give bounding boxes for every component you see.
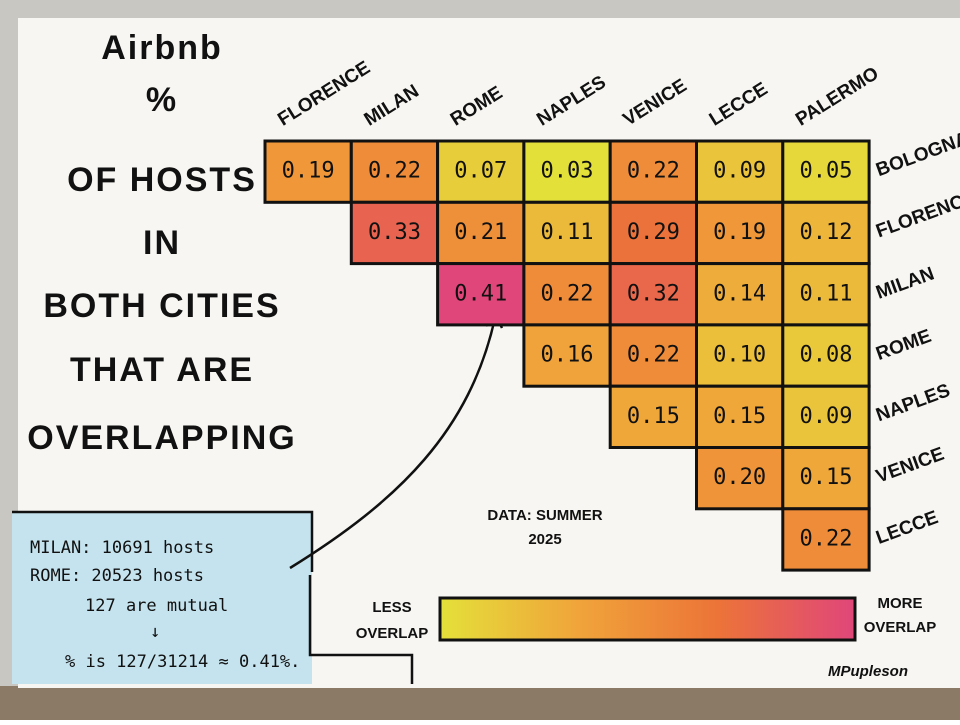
cell-label: 0.19: [713, 220, 766, 245]
legend-high: MORE: [878, 595, 923, 612]
cell-label: 0.22: [368, 159, 421, 184]
cell-label: 0.15: [713, 404, 766, 429]
cell-label: 0.11: [541, 220, 594, 245]
chart-title: OVERLAPPING: [27, 419, 296, 457]
chart-title: THAT ARE: [70, 351, 254, 389]
heatmap-cell: [608, 323, 699, 388]
source-note: 2025: [528, 531, 561, 548]
cell-label: 0.10: [713, 343, 766, 368]
table: [0, 686, 960, 720]
annotation: MILAN: 10691 hosts: [30, 538, 214, 558]
heatmap-cell: [263, 139, 353, 204]
cell-label: 0.22: [627, 343, 680, 368]
cell-label: 0.09: [713, 159, 766, 184]
cell-label: 0.14: [713, 281, 766, 306]
arrow: [289, 317, 497, 570]
signature: MPupleson: [828, 663, 908, 680]
cell-label: 0.12: [799, 220, 852, 245]
cell-label: 0.22: [541, 281, 594, 306]
chart-body: Airbnb% OF HOSTS IN BOTH CITIES THAT ARE OVER…: [27, 29, 960, 680]
annotation-frame: [12, 510, 414, 684]
cell-label: 0.08: [799, 343, 852, 368]
cell-label: 0.15: [799, 465, 852, 490]
chart-title: Airbnb: [101, 29, 223, 67]
heatmap-cell: [436, 262, 526, 327]
cell-label: 0.05: [799, 159, 852, 184]
legend-low: OVERLAP: [356, 625, 429, 642]
chart-title: IN: [143, 224, 181, 262]
heatmap-cell: [781, 139, 871, 204]
heatmap-cell: [781, 446, 871, 511]
annotation-box: [12, 512, 312, 684]
cell-label: 0.11: [799, 281, 852, 306]
heatmap-cell: [781, 384, 871, 450]
annotation: ↓: [150, 622, 160, 642]
annotation: 127 are mutual: [85, 596, 228, 616]
annotation: ROME: 20523 hosts: [30, 566, 204, 586]
heatmap-cell: [781, 507, 871, 572]
heatmap-cell: [781, 262, 871, 327]
cell-label: 0.15: [627, 404, 680, 429]
cell-label: 0.21: [454, 220, 507, 245]
annotation: % is 127/31214 ≈ 0.41%.: [65, 652, 300, 672]
cell-label: 0.03: [541, 159, 594, 184]
cell-label: 0.29: [627, 220, 680, 245]
source-note: DATA: SUMMER: [487, 507, 602, 524]
cell-label: 0.07: [454, 159, 507, 184]
cell-label: 0.33: [368, 220, 421, 245]
legend-low: LESS: [372, 599, 411, 616]
legend-high: OVERLAP: [864, 619, 937, 636]
cell-label: 0.32: [627, 281, 680, 306]
chart-title: BOTH CITIES: [43, 287, 280, 325]
cell-label: 0.09: [799, 404, 852, 429]
heatmap-cell: [522, 200, 612, 266]
cell-label: 0.22: [799, 526, 852, 551]
color-legend: [438, 596, 857, 642]
cell-label: 0.19: [282, 159, 335, 184]
heatmap-cell: [608, 384, 699, 450]
cell-label: 0.41: [454, 281, 507, 306]
cell-label: 0.20: [713, 465, 766, 490]
cell-label: 0.22: [627, 159, 680, 184]
cell-label: 0.16: [541, 343, 594, 368]
chart-title: %: [146, 81, 178, 119]
chart-title: OF HOSTS: [67, 161, 257, 199]
